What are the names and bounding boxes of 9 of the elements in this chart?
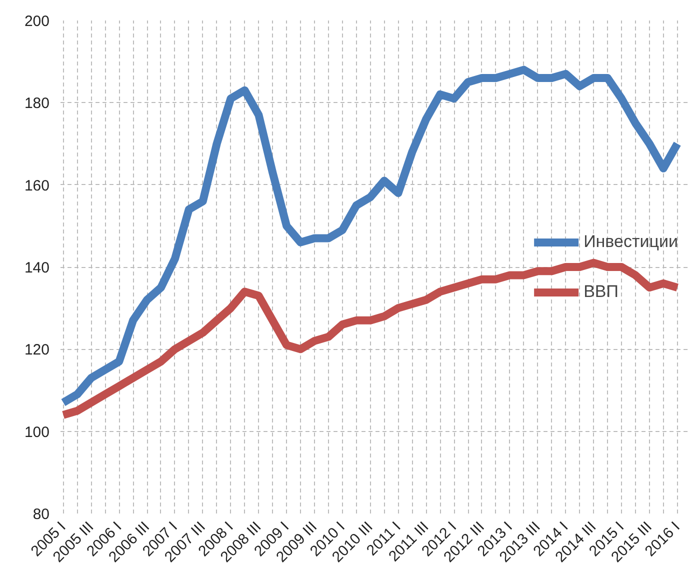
y-tick-label: 160	[24, 177, 50, 194]
legend-label: Инвестиции	[584, 232, 678, 252]
legend-label: ВВП	[584, 282, 618, 302]
y-tick-label: 80	[32, 506, 50, 523]
y-tick-label: 140	[24, 260, 50, 276]
y-tick-label: 200	[24, 13, 50, 30]
y-tick-label: 100	[24, 424, 50, 441]
y-tick-label: 120	[24, 342, 50, 359]
y-tick-label: 180	[24, 95, 50, 112]
